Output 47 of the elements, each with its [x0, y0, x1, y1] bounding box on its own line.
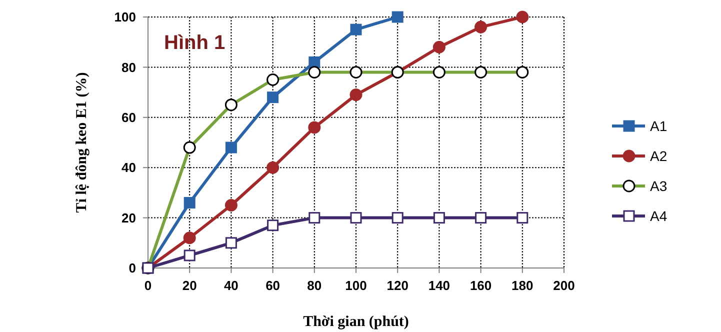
point	[350, 24, 362, 36]
x-tick-label: 120	[386, 278, 408, 293]
legend-label: A3	[650, 178, 668, 194]
x-tick-label: 180	[512, 278, 534, 293]
point	[184, 196, 196, 208]
y-tick-label: 20	[122, 210, 136, 226]
x-tick-label: 20	[182, 278, 197, 293]
legend-label: A4	[650, 208, 668, 224]
y-tick-label: 40	[122, 160, 136, 176]
x-tick-label: 0	[144, 278, 152, 293]
point	[266, 161, 280, 174]
x-tick-label: 160	[470, 278, 492, 293]
y-tick-label: 60	[122, 110, 136, 125]
x-tick-label: 80	[307, 278, 322, 293]
point	[184, 250, 196, 262]
point	[225, 142, 237, 154]
text: Hình 1	[164, 32, 226, 54]
legend-label: A1	[650, 118, 668, 134]
x-axis-title: Thời gian (phút)	[303, 314, 409, 330]
point	[267, 220, 279, 232]
x-tick-label: 60	[266, 278, 280, 293]
x-tick-label: 40	[224, 278, 238, 293]
y-tick-label: 100	[114, 10, 136, 25]
y-axis-title: Tỉ lệ đông keo E1 (%)	[74, 72, 90, 213]
point	[350, 212, 362, 224]
point	[267, 92, 279, 104]
y-tick-label: 80	[122, 60, 136, 75]
legend-label: A2	[650, 148, 668, 164]
point	[474, 20, 488, 34]
x-tick-label: 100	[345, 278, 367, 293]
point	[392, 212, 404, 224]
point	[224, 199, 238, 212]
point	[516, 10, 529, 24]
x-tick-label: 140	[428, 278, 450, 293]
point	[432, 40, 446, 54]
x-tick-label: 200	[553, 278, 575, 293]
point	[308, 56, 320, 68]
point	[433, 212, 445, 224]
point	[516, 212, 528, 224]
point	[392, 11, 404, 23]
point	[308, 121, 321, 134]
point	[225, 237, 237, 249]
point	[350, 88, 362, 102]
point	[475, 212, 487, 224]
y-tick-label: 0	[128, 260, 136, 276]
point	[183, 232, 196, 244]
point	[308, 212, 320, 224]
